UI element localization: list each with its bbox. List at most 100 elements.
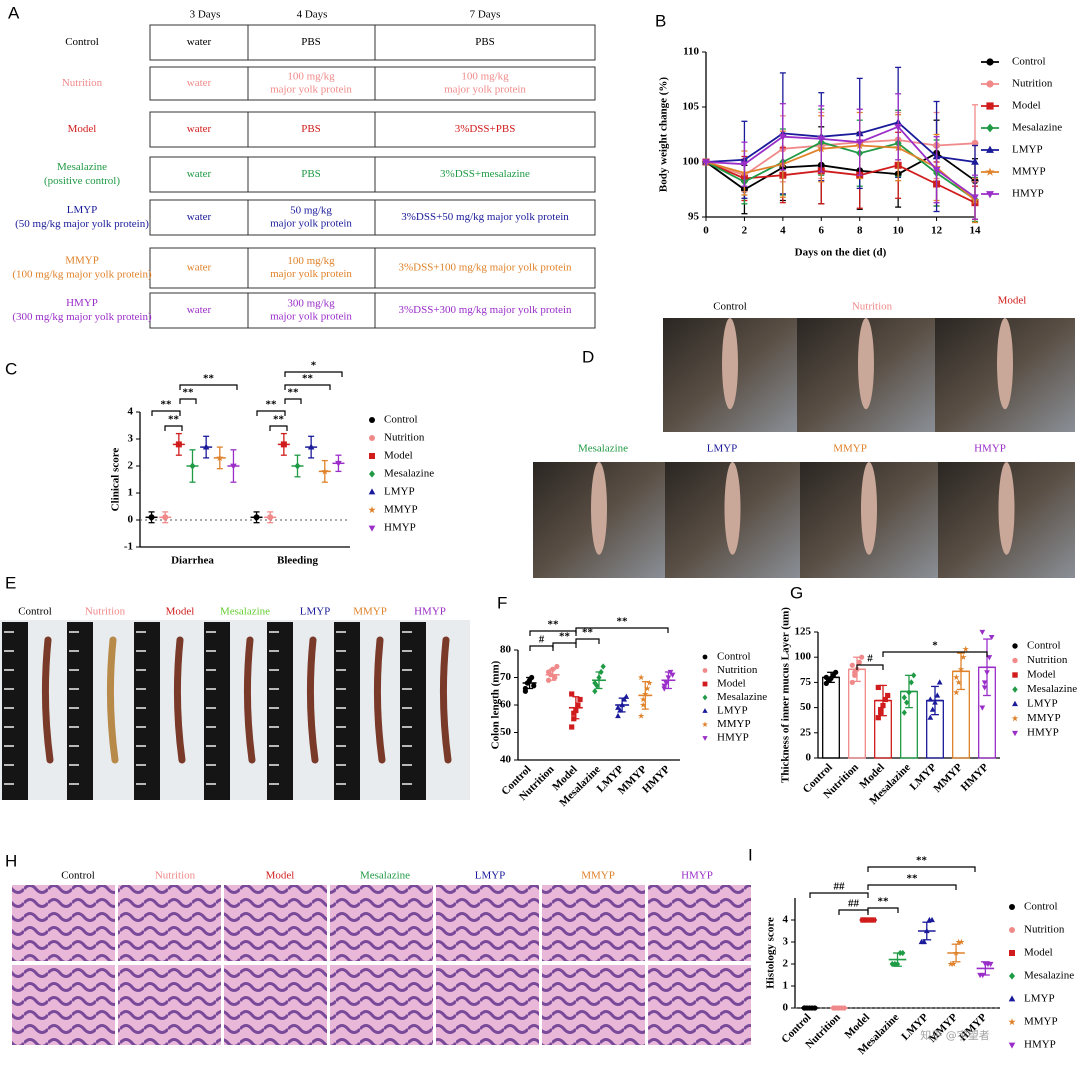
column-header: 3 Days <box>190 9 221 21</box>
legend-label: Mesalazine <box>384 468 434 480</box>
data-point <box>307 443 315 450</box>
panel-label: B <box>655 11 666 30</box>
mouse-tail <box>591 462 607 555</box>
significance-bracket <box>882 651 988 657</box>
significance-label: # <box>539 634 545 646</box>
data-point <box>971 194 979 202</box>
watermark: 知乎 @宇望者 <box>920 1028 990 1042</box>
colon <box>41 636 54 764</box>
significance-bracket <box>867 884 957 890</box>
cell-text: water <box>187 211 212 223</box>
cell-text: major yolk protein <box>270 218 352 230</box>
legend-label: Model <box>1012 100 1041 112</box>
photo-label: HMYP <box>974 443 1006 455</box>
significance-label: ## <box>848 898 860 910</box>
significance-label: ** <box>273 414 285 426</box>
row-label: (300 mg/kg major yolk protein) <box>12 311 152 323</box>
data-point <box>929 916 935 923</box>
y-tick-label: 40 <box>500 754 512 766</box>
y-tick-label: 50 <box>500 726 512 738</box>
y-axis-label: Body weight change (%) <box>658 77 670 193</box>
cell-text: 3%DSS+300 mg/kg major yolk protein <box>398 304 572 316</box>
x-tick-label: 2 <box>742 225 748 237</box>
panel-label: G <box>790 583 803 602</box>
data-point <box>921 938 928 945</box>
legend-marker <box>702 721 708 728</box>
legend-label: Nutrition <box>1027 654 1068 666</box>
cell-text: 50 mg/kg <box>290 205 332 217</box>
cell-text: water <box>187 36 212 48</box>
significance-bracket <box>867 907 899 913</box>
photo-label: LMYP <box>300 606 331 618</box>
panel-label: A <box>8 3 20 22</box>
significance-bracket <box>151 410 181 416</box>
legend-marker <box>702 708 708 713</box>
panel-label: I <box>748 845 753 864</box>
cell-text: major yolk protein <box>444 84 526 96</box>
cell-text: water <box>187 123 212 135</box>
legend-marker <box>1012 700 1018 707</box>
data-point <box>981 680 988 686</box>
legend-marker <box>368 506 376 514</box>
data-point <box>908 679 914 686</box>
significance-label: ** <box>582 627 594 639</box>
data-point <box>894 124 902 131</box>
data-point <box>856 659 862 665</box>
data-point <box>953 689 960 696</box>
row-label: (positive control) <box>44 175 120 187</box>
data-point <box>663 680 670 687</box>
ruler <box>204 622 230 800</box>
data-point <box>849 679 855 686</box>
data-point <box>875 684 881 691</box>
legend-marker <box>1008 1042 1016 1049</box>
mouse-tail <box>998 462 1015 555</box>
histology-image <box>224 885 327 961</box>
significance-label: ** <box>559 631 571 643</box>
photo-label: Nutrition <box>852 301 893 313</box>
legend-label: HMYP <box>1027 727 1059 739</box>
significance-bracket <box>575 627 669 633</box>
row-box <box>149 292 596 329</box>
colon <box>439 636 452 764</box>
data-point <box>934 692 941 698</box>
significance-label: # <box>867 653 873 665</box>
ruler <box>267 622 293 800</box>
data-point <box>571 710 577 716</box>
significance-bracket <box>269 425 288 431</box>
y-tick-label: 110 <box>683 46 699 58</box>
data-point <box>669 672 676 678</box>
data-point <box>637 674 645 681</box>
legend-label: MMYP <box>1024 1016 1058 1028</box>
histology-image <box>648 965 751 1045</box>
data-point <box>849 662 855 668</box>
legend-label: Control <box>1024 901 1058 913</box>
data-point <box>833 669 839 675</box>
significance-label: ** <box>548 619 560 631</box>
data-point <box>900 949 906 957</box>
data-point <box>592 688 598 695</box>
data-point <box>986 655 993 661</box>
row-label: (100 mg/kg major yolk protein) <box>12 269 152 281</box>
significance-bracket <box>856 664 884 670</box>
data-point <box>592 679 598 687</box>
data-point <box>852 669 858 675</box>
histology-image <box>330 885 433 961</box>
data-point <box>929 706 936 712</box>
significance-label: ** <box>878 896 890 908</box>
legend-marker <box>1008 1018 1016 1026</box>
data-point <box>569 724 575 730</box>
legend-marker <box>986 123 994 133</box>
data-point <box>885 692 891 699</box>
data-point <box>545 677 552 683</box>
significance-label: ** <box>203 373 215 385</box>
legend-marker <box>368 488 376 495</box>
significance-label: ** <box>617 616 629 628</box>
significance-label: ** <box>916 855 928 867</box>
significance-bracket <box>809 892 869 898</box>
y-tick-label: 105 <box>683 101 700 113</box>
photo-label: LMYP <box>707 443 738 455</box>
data-point <box>882 696 888 703</box>
histology-image <box>12 885 115 961</box>
colon <box>373 636 386 764</box>
histology-image <box>542 885 645 961</box>
